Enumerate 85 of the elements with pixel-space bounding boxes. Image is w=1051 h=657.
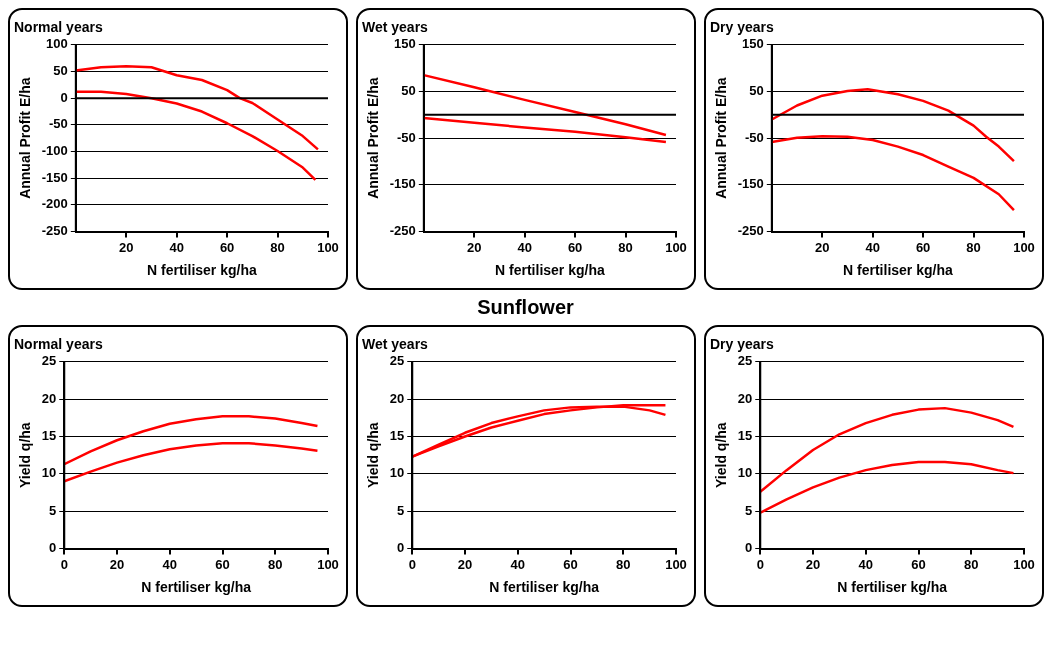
y-axis-title: Annual Profit E/ha xyxy=(713,77,730,199)
y-axis-title: Annual Profit E/ha xyxy=(365,77,382,199)
x-tick-label: 80 xyxy=(616,556,631,572)
x-tick-label: 60 xyxy=(563,556,578,572)
y-tick-label: -50 xyxy=(745,129,764,145)
y-axis-title: Annual Profit E/ha xyxy=(17,77,34,199)
y-tick-label: 0 xyxy=(397,540,405,556)
x-tick-label: 20 xyxy=(109,556,125,572)
x-tick-label: 100 xyxy=(1013,556,1035,572)
x-tick-label: 100 xyxy=(317,239,339,255)
x-tick-label: 100 xyxy=(1013,239,1035,255)
x-tick-label: 40 xyxy=(162,556,177,572)
x-tick-label: 20 xyxy=(457,556,473,572)
y-tick-label: -200 xyxy=(41,196,68,212)
y-tick-label: 15 xyxy=(737,428,753,444)
y-tick-label: 0 xyxy=(745,540,753,556)
y-tick-label: 50 xyxy=(401,83,416,99)
x-tick-label: 100 xyxy=(317,556,339,572)
y-tick-label: 50 xyxy=(53,63,68,79)
y-axis-title: Yield q/ha xyxy=(17,422,34,488)
y-tick-label: 5 xyxy=(397,502,405,518)
x-axis-title: N fertiliser kg/ha xyxy=(489,579,600,596)
y-tick-label: 10 xyxy=(737,465,753,481)
chart-title: Wet years xyxy=(362,336,429,353)
x-tick-label: 80 xyxy=(618,239,633,255)
x-tick-label: 40 xyxy=(865,239,880,255)
y-tick-label: -50 xyxy=(397,129,416,145)
y-tick-label: -150 xyxy=(41,169,68,185)
y-tick-label: -250 xyxy=(41,223,68,239)
chart-title: Normal years xyxy=(14,19,103,36)
y-tick-label: -250 xyxy=(389,223,416,239)
x-tick-label: 20 xyxy=(119,239,134,255)
x-tick-label: 40 xyxy=(858,556,873,572)
y-tick-label: 20 xyxy=(389,390,405,406)
x-tick-label: 20 xyxy=(815,239,830,255)
x-tick-label: 20 xyxy=(467,239,482,255)
y-tick-label: 5 xyxy=(745,502,753,518)
x-tick-label: 80 xyxy=(966,239,981,255)
y-tick-label: 100 xyxy=(46,36,68,52)
x-axis-title: N fertiliser kg/ha xyxy=(141,579,252,596)
y-tick-label: 0 xyxy=(60,89,68,105)
x-tick-label: 60 xyxy=(915,239,931,255)
chart-title: Dry years xyxy=(710,336,775,353)
y-tick-label: 10 xyxy=(389,465,405,481)
y-tick-label: 20 xyxy=(41,390,57,406)
y-tick-label: 15 xyxy=(41,428,57,444)
x-tick-label: 80 xyxy=(268,556,283,572)
y-tick-label: 10 xyxy=(41,465,57,481)
x-tick-label: 40 xyxy=(169,239,184,255)
y-tick-label: -50 xyxy=(49,116,68,132)
x-tick-label: 100 xyxy=(665,556,687,572)
y-tick-label: -250 xyxy=(737,223,764,239)
x-tick-label: 60 xyxy=(911,556,926,572)
x-tick-label: 40 xyxy=(517,239,532,255)
x-axis-title: N fertiliser kg/ha xyxy=(837,579,948,596)
y-tick-label: 15 xyxy=(389,428,405,444)
y-tick-label: 25 xyxy=(389,353,405,369)
x-tick-label: 80 xyxy=(964,556,979,572)
x-axis-title: N fertiliser kg/ha xyxy=(495,262,605,279)
y-tick-label: 20 xyxy=(737,390,753,406)
x-tick-label: 60 xyxy=(219,239,235,255)
y-axis-title: Yield q/ha xyxy=(365,422,382,488)
x-axis-title: N fertiliser kg/ha xyxy=(147,262,257,279)
chart-title: Normal years xyxy=(14,336,103,353)
y-tick-label: -100 xyxy=(41,143,68,159)
x-tick-label: 80 xyxy=(270,239,285,255)
y-tick-label: 5 xyxy=(49,502,57,518)
text: Sunflower xyxy=(477,296,574,318)
y-tick-label: -150 xyxy=(737,176,764,192)
chart-title: Wet years xyxy=(362,19,429,36)
y-tick-label: 25 xyxy=(41,353,57,369)
y-tick-label: 150 xyxy=(394,36,416,52)
y-tick-label: 50 xyxy=(749,83,764,99)
x-tick-label: 60 xyxy=(215,556,230,572)
y-tick-label: 25 xyxy=(737,353,753,369)
x-tick-label: 20 xyxy=(805,556,821,572)
y-tick-label: 0 xyxy=(49,540,57,556)
x-axis-title: N fertiliser kg/ha xyxy=(843,262,953,279)
x-tick-label: 100 xyxy=(665,239,687,255)
y-axis-title: Yield q/ha xyxy=(713,422,730,488)
y-tick-label: 150 xyxy=(742,36,764,52)
x-tick-label: 60 xyxy=(567,239,583,255)
chart-title: Dry years xyxy=(710,19,775,36)
x-tick-label: 40 xyxy=(510,556,525,572)
y-tick-label: -150 xyxy=(389,176,416,192)
